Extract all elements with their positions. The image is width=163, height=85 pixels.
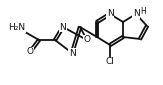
Text: O: O <box>83 36 90 45</box>
Text: N: N <box>60 23 66 32</box>
Text: N: N <box>69 49 75 57</box>
Text: N: N <box>133 10 139 19</box>
Text: N: N <box>107 10 113 19</box>
Text: H₂N: H₂N <box>8 23 26 32</box>
Text: H: H <box>140 7 146 16</box>
Text: Cl: Cl <box>106 57 114 66</box>
Text: O: O <box>27 48 34 57</box>
